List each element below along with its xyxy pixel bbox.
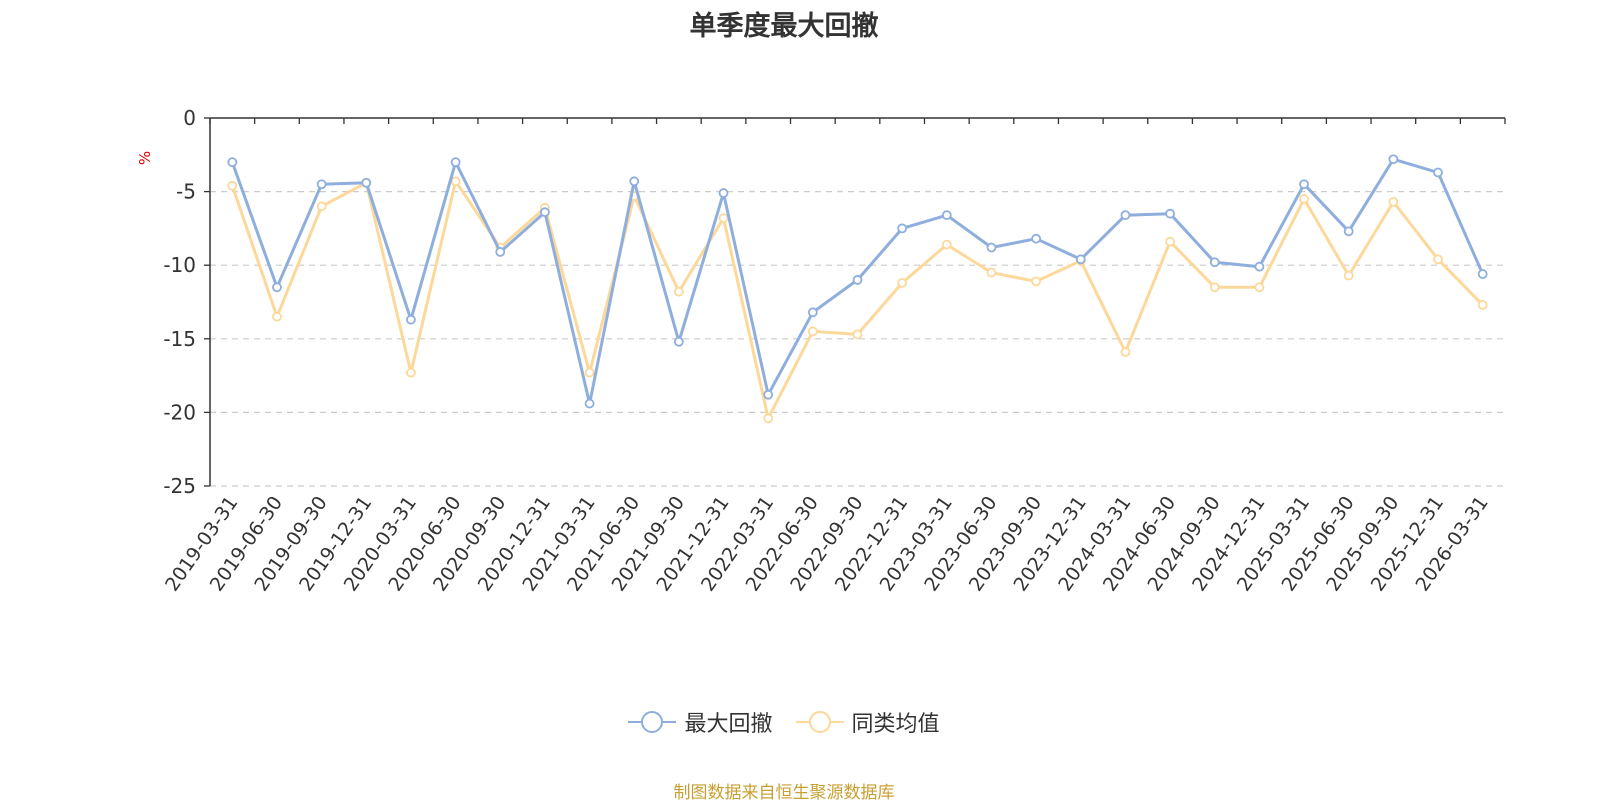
- y-tick-label: -10: [163, 253, 196, 277]
- data-point-peer-average[interactable]: [1433, 254, 1443, 265]
- y-tick-label: -25: [163, 474, 196, 498]
- data-point-peer-average[interactable]: [718, 213, 729, 223]
- y-tick-label: -5: [176, 180, 196, 204]
- data-point-peer-average[interactable]: [272, 311, 282, 322]
- data-point-peer-average[interactable]: [1477, 300, 1488, 310]
- data-point-max-drawdown[interactable]: [897, 223, 908, 234]
- data-point-max-drawdown[interactable]: [361, 177, 372, 188]
- data-point-max-drawdown[interactable]: [986, 242, 997, 253]
- y-axis-unit-label: %: [136, 151, 154, 165]
- data-point-peer-average[interactable]: [852, 329, 863, 340]
- data-point-max-drawdown[interactable]: [584, 398, 595, 409]
- source-note: 制图数据来自恒生聚源数据库: [673, 783, 895, 803]
- legend: 最大回撤 同类均值: [0, 706, 1568, 740]
- y-tick-label: -20: [163, 400, 196, 424]
- data-point-peer-average[interactable]: [1343, 270, 1354, 281]
- data-point-peer-average[interactable]: [941, 239, 952, 250]
- series-line-peer-average: [230, 179, 1484, 420]
- data-point-max-drawdown[interactable]: [1477, 269, 1488, 279]
- data-point-peer-average[interactable]: [316, 201, 327, 212]
- data-point-peer-average[interactable]: [897, 277, 908, 288]
- y-tick-label: 0: [183, 106, 196, 130]
- data-point-peer-average[interactable]: [1299, 194, 1309, 204]
- data-point-max-drawdown[interactable]: [1165, 208, 1175, 219]
- data-point-max-drawdown[interactable]: [1031, 233, 1042, 244]
- data-point-peer-average[interactable]: [1165, 236, 1175, 247]
- data-point-max-drawdown[interactable]: [1075, 254, 1086, 265]
- data-point-max-drawdown[interactable]: [763, 389, 774, 400]
- series-layer: [227, 154, 1488, 424]
- data-point-max-drawdown[interactable]: [807, 307, 818, 318]
- data-point-peer-average[interactable]: [450, 176, 461, 187]
- data-point-peer-average[interactable]: [1254, 282, 1265, 293]
- data-point-peer-average[interactable]: [1388, 197, 1399, 207]
- line-chart: 0-5-10-15-20-252019-03-312019-06-302019-…: [136, 106, 1506, 595]
- legend-label-max-drawdown: 最大回撤: [684, 712, 773, 737]
- data-point-max-drawdown[interactable]: [1388, 154, 1399, 165]
- data-point-max-drawdown[interactable]: [316, 179, 327, 190]
- data-point-max-drawdown[interactable]: [673, 336, 684, 347]
- data-point-max-drawdown[interactable]: [1209, 257, 1220, 268]
- data-point-max-drawdown[interactable]: [852, 275, 863, 285]
- legend-symbol-max-drawdown: [628, 711, 677, 733]
- data-point-peer-average[interactable]: [1209, 282, 1220, 293]
- data-point-max-drawdown[interactable]: [1120, 210, 1131, 221]
- data-point-peer-average[interactable]: [584, 367, 595, 378]
- data-point-peer-average[interactable]: [673, 286, 684, 297]
- y-tick-label: -15: [163, 327, 196, 351]
- data-point-peer-average[interactable]: [227, 180, 238, 191]
- legend-item-max-drawdown[interactable]: 最大回撤: [628, 706, 773, 738]
- data-point-peer-average[interactable]: [763, 413, 774, 424]
- data-point-max-drawdown[interactable]: [450, 157, 461, 168]
- chart-title: 单季度最大回撤: [689, 11, 879, 42]
- grid-lines: [210, 191, 1505, 487]
- data-point-peer-average[interactable]: [406, 367, 416, 378]
- data-point-max-drawdown[interactable]: [540, 207, 550, 218]
- data-point-peer-average[interactable]: [1120, 347, 1131, 357]
- data-point-peer-average[interactable]: [1031, 276, 1042, 287]
- data-point-max-drawdown[interactable]: [718, 188, 729, 198]
- legend-symbol-peer-average: [795, 711, 844, 733]
- data-point-max-drawdown[interactable]: [1254, 261, 1265, 272]
- data-point-max-drawdown[interactable]: [227, 157, 238, 168]
- data-point-max-drawdown[interactable]: [629, 176, 640, 187]
- data-point-max-drawdown[interactable]: [495, 247, 506, 257]
- data-point-peer-average[interactable]: [986, 267, 997, 278]
- legend-label-peer-average: 同类均值: [851, 712, 940, 737]
- data-point-peer-average[interactable]: [807, 326, 818, 337]
- data-point-max-drawdown[interactable]: [941, 210, 952, 221]
- data-point-max-drawdown[interactable]: [272, 282, 282, 293]
- data-point-max-drawdown[interactable]: [1433, 167, 1443, 178]
- data-point-max-drawdown[interactable]: [1299, 179, 1309, 190]
- data-point-max-drawdown[interactable]: [1343, 226, 1354, 237]
- data-point-max-drawdown[interactable]: [406, 314, 416, 325]
- legend-item-peer-average[interactable]: 同类均值: [795, 706, 940, 738]
